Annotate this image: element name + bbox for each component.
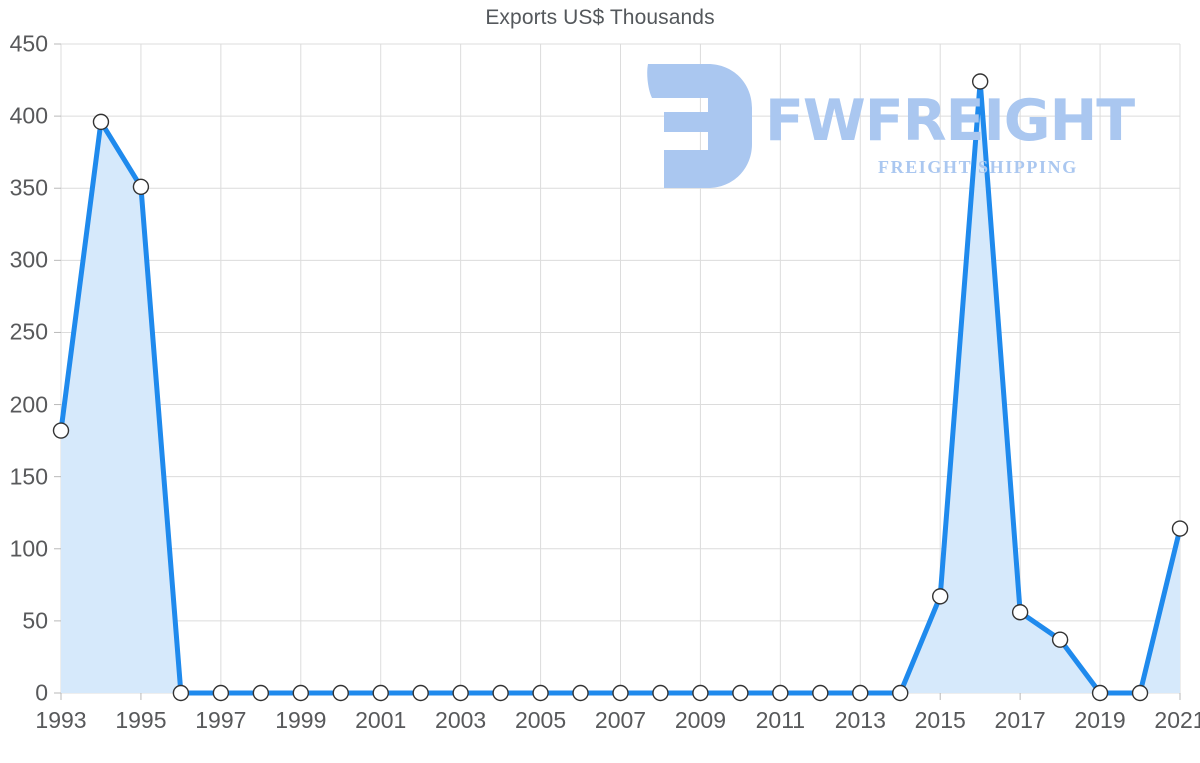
y-axis-label: 100 [9, 535, 48, 562]
data-point-marker[interactable] [412, 684, 429, 702]
data-point-marker[interactable] [692, 684, 709, 702]
data-point-marker[interactable] [292, 684, 309, 702]
data-point-marker[interactable] [172, 684, 190, 702]
data-point-marker[interactable] [92, 113, 110, 131]
data-point-marker[interactable] [612, 684, 629, 702]
y-axis-label: 250 [9, 318, 48, 345]
y-axis-label: 200 [9, 391, 48, 418]
data-point-marker[interactable] [532, 684, 549, 702]
data-point-marker[interactable] [492, 684, 509, 702]
x-axis-label: 2003 [435, 707, 487, 733]
data-point-marker[interactable] [1171, 520, 1189, 537]
chart-title: Exports US$ Thousands [485, 6, 715, 29]
data-point-marker[interactable] [1131, 684, 1149, 702]
data-point-marker[interactable] [772, 684, 789, 702]
y-axis-label: 50 [22, 607, 48, 634]
x-axis-label: 2007 [594, 707, 647, 733]
y-axis-label: 450 [9, 30, 48, 57]
data-point-marker[interactable] [932, 588, 949, 605]
data-point-marker[interactable] [971, 73, 989, 90]
x-axis-label: 2011 [755, 707, 806, 733]
data-point-marker[interactable] [1051, 631, 1069, 648]
x-axis-label: 1997 [195, 707, 247, 733]
data-point-marker[interactable] [852, 684, 869, 702]
y-axis-label: 300 [9, 246, 48, 273]
data-point-marker[interactable] [1011, 604, 1029, 621]
x-axis-label: 2015 [914, 707, 966, 733]
x-axis-label: 2013 [834, 707, 886, 733]
y-axis-label: 350 [9, 174, 48, 201]
y-axis-label: 150 [9, 463, 48, 490]
y-axis-label: 400 [9, 102, 48, 129]
x-axis-label: 2005 [514, 707, 567, 733]
data-point-marker[interactable] [732, 684, 749, 702]
x-axis-label: 1999 [275, 707, 327, 733]
data-point-marker[interactable] [892, 684, 909, 702]
data-markers [52, 73, 1189, 702]
x-axis-label: 2009 [674, 707, 727, 733]
data-point-marker[interactable] [572, 684, 589, 702]
data-point-marker[interactable] [652, 684, 669, 702]
x-axis-label: 2019 [1074, 707, 1126, 733]
data-point-marker[interactable] [132, 178, 150, 195]
x-axis-label: 2017 [994, 707, 1046, 733]
data-point-marker[interactable] [52, 422, 70, 439]
data-point-marker[interactable] [332, 684, 349, 702]
y-axis-label: 0 [35, 679, 48, 706]
data-point-marker[interactable] [252, 684, 270, 702]
x-axis-label: 1993 [35, 707, 87, 733]
x-axis-label: 1995 [115, 707, 167, 733]
x-axis-label: 2021 [1154, 707, 1200, 733]
data-point-marker[interactable] [1091, 684, 1109, 702]
data-point-marker[interactable] [452, 684, 469, 702]
area-fill [61, 81, 1180, 693]
data-point-marker[interactable] [372, 684, 389, 702]
data-point-marker[interactable] [212, 684, 230, 702]
data-point-marker[interactable] [812, 684, 829, 702]
x-axis-label: 2001 [355, 707, 407, 733]
